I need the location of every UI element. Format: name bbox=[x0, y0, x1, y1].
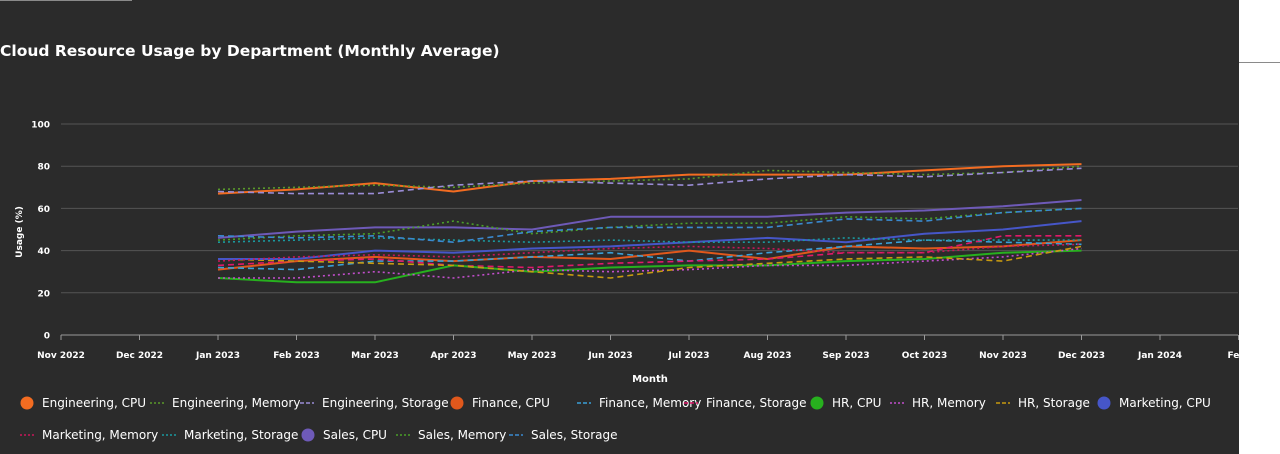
x-tick-label: Mar 2023 bbox=[351, 351, 399, 361]
series-line-marketing-memory bbox=[217, 243, 1082, 262]
series-line-hr-memory bbox=[218, 247, 1082, 279]
legend-label: Finance, Storage bbox=[706, 396, 807, 410]
series-line-sales-storage bbox=[217, 207, 1082, 243]
legend-label: Finance, Memory bbox=[599, 396, 702, 410]
top-divider bbox=[0, 0, 132, 1]
y-tick-label: 80 bbox=[37, 163, 50, 173]
legend-item[interactable]: Marketing, Memory bbox=[20, 428, 158, 442]
legend-item[interactable]: Sales, CPU bbox=[301, 428, 387, 442]
y-tick-label: 20 bbox=[37, 289, 50, 299]
series-line-marketing-storage bbox=[217, 237, 1082, 243]
legend-marker-line bbox=[396, 434, 410, 436]
series-line-sales-cpu bbox=[217, 199, 1082, 239]
gridlines bbox=[61, 123, 1238, 336]
legend-item[interactable]: Sales, Memory bbox=[396, 428, 506, 442]
legend-marker-dot bbox=[450, 396, 464, 410]
legend-marker-line bbox=[300, 402, 314, 404]
x-tick-label: Apr 2023 bbox=[430, 351, 476, 361]
legend-marker-line bbox=[162, 434, 176, 436]
legend-label: Engineering, Storage bbox=[322, 396, 449, 410]
legend-marker-line bbox=[150, 402, 164, 404]
x-tick-label: Sep 2023 bbox=[822, 351, 869, 361]
legend-label: Finance, CPU bbox=[472, 396, 550, 410]
legend-item[interactable]: Sales, Storage bbox=[509, 428, 618, 442]
legend-item[interactable]: HR, Memory bbox=[890, 396, 986, 410]
legend-label: HR, Memory bbox=[912, 396, 986, 410]
x-tick-label: May 2023 bbox=[508, 351, 557, 361]
legend-marker-line bbox=[996, 402, 1010, 404]
side-divider bbox=[1239, 62, 1280, 63]
legend-marker-line bbox=[890, 402, 904, 404]
y-tick-label: 100 bbox=[31, 121, 50, 131]
legend-label: Marketing, Storage bbox=[184, 428, 299, 442]
y-tick-label: 0 bbox=[44, 332, 50, 342]
x-tick-label: Aug 2023 bbox=[744, 351, 792, 361]
chart-title: Cloud Resource Usage by Department (Mont… bbox=[0, 42, 500, 60]
x-tick-label: Oct 2023 bbox=[902, 351, 947, 361]
x-tick-label: Dec 2023 bbox=[1058, 351, 1105, 361]
legend-marker-line bbox=[20, 434, 34, 436]
legend-marker-dot bbox=[1097, 396, 1111, 410]
y-axis-ticks: 0 20 40 60 80 100 bbox=[31, 121, 50, 342]
legend-marker-line bbox=[509, 434, 523, 436]
legend-marker-dot bbox=[810, 396, 824, 410]
y-tick-label: 40 bbox=[37, 247, 50, 257]
x-tick-label: Nov 2022 bbox=[37, 351, 85, 361]
legend-item[interactable]: Marketing, Storage bbox=[162, 428, 298, 442]
legend-label: Sales, Storage bbox=[531, 428, 618, 442]
x-axis-ticks: Nov 2022 Dec 2022 Jan 2023 Feb 2023 Mar 2023… bbox=[37, 335, 1239, 361]
series-line-finance-storage bbox=[217, 235, 1082, 269]
legend-item[interactable]: Finance, Memory bbox=[577, 396, 701, 410]
legend-item[interactable]: Marketing, CPU bbox=[1097, 396, 1211, 410]
x-tick-label: Jul 2023 bbox=[667, 351, 709, 361]
y-axis-label: Usage (%) bbox=[15, 206, 25, 258]
x-tick-label: Feb bbox=[1228, 351, 1240, 361]
x-tick-label: Jan 2024 bbox=[1137, 351, 1182, 361]
legend-item[interactable]: Engineering, CPU bbox=[20, 396, 146, 410]
legend-label: HR, CPU bbox=[832, 396, 882, 410]
x-axis-label: Month bbox=[632, 374, 668, 385]
legend-label: Sales, CPU bbox=[323, 428, 387, 442]
x-tick-label: Nov 2023 bbox=[979, 351, 1027, 361]
series-line-engineering-storage bbox=[217, 167, 1082, 195]
series-line-engineering-memory bbox=[217, 165, 1082, 191]
x-tick-label: Jun 2023 bbox=[587, 351, 632, 361]
legend-item[interactable]: Engineering, Memory bbox=[150, 396, 300, 410]
legend-marker-line bbox=[684, 402, 698, 404]
series-line-engineering-cpu bbox=[217, 163, 1082, 195]
line-chart: Nov 2022 Dec 2022 Jan 2023 Feb 2023 Mar 2023… bbox=[15, 121, 1239, 385]
legend-label: HR, Storage bbox=[1018, 396, 1090, 410]
series-line-hr-storage bbox=[217, 245, 1082, 279]
legend-marker-line bbox=[577, 402, 591, 404]
legend-marker-dot bbox=[301, 428, 315, 442]
x-tick-label: Feb 2023 bbox=[273, 351, 320, 361]
legend-marker-dot bbox=[20, 396, 34, 410]
legend-item[interactable]: Finance, Storage bbox=[684, 396, 807, 410]
legend-label: Sales, Memory bbox=[418, 428, 507, 442]
legend-item[interactable]: HR, Storage bbox=[996, 396, 1090, 410]
series-line-marketing-cpu bbox=[218, 220, 1082, 260]
x-tick-label: Jan 2023 bbox=[195, 351, 240, 361]
legend-label: Marketing, Memory bbox=[42, 428, 159, 442]
legend-label: Marketing, CPU bbox=[1119, 396, 1211, 410]
legend-item[interactable]: Engineering, Storage bbox=[300, 396, 449, 410]
series-line-sales-memory bbox=[217, 207, 1082, 241]
series-line-finance-cpu bbox=[217, 239, 1082, 271]
legend-item[interactable]: Finance, CPU bbox=[450, 396, 550, 410]
legend-label: Engineering, CPU bbox=[42, 396, 147, 410]
legend-label: Engineering, Memory bbox=[172, 396, 301, 410]
legend-item[interactable]: HR, CPU bbox=[810, 396, 881, 410]
series-lines bbox=[217, 163, 1082, 284]
x-tick-label: Dec 2022 bbox=[116, 351, 163, 361]
y-tick-label: 60 bbox=[37, 205, 50, 215]
